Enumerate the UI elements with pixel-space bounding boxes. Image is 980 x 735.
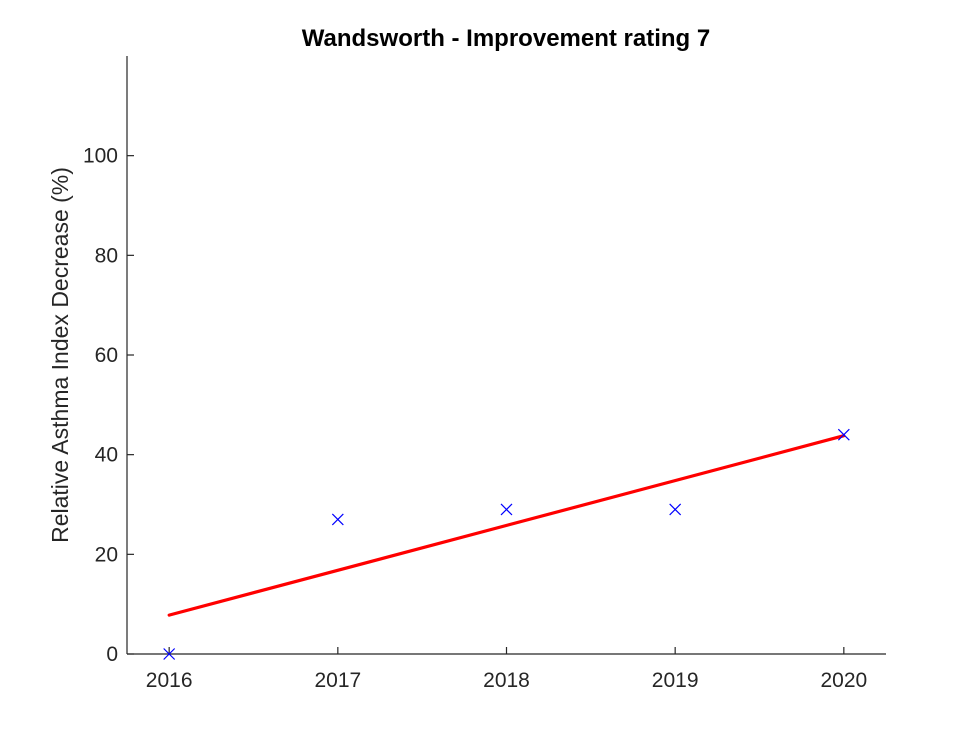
data-point xyxy=(163,648,176,660)
data-point xyxy=(669,503,682,516)
x-axis-ticks: 2016 2017 2018 2019 2020 xyxy=(146,647,867,692)
y-tick-label: 60 xyxy=(95,344,118,367)
fit-line xyxy=(167,434,846,617)
y-tick-label: 80 xyxy=(95,244,118,267)
fit-line-group xyxy=(167,434,846,617)
x-tick-label: 2020 xyxy=(820,669,867,692)
y-tick-label: 40 xyxy=(95,444,118,467)
x-tick-label: 2016 xyxy=(146,669,193,692)
y-tick-label: 0 xyxy=(106,643,118,666)
y-axis-label: Relative Asthma Index Decrease (%) xyxy=(47,167,73,543)
data-point xyxy=(331,513,344,526)
y-tick-label: 100 xyxy=(83,145,118,168)
data-points xyxy=(163,428,850,660)
x-tick-label: 2019 xyxy=(652,669,699,692)
data-point xyxy=(500,503,513,516)
x-tick-label: 2018 xyxy=(483,669,530,692)
data-point xyxy=(837,428,850,441)
x-tick-label: 2017 xyxy=(314,669,361,692)
chart-title: Wandsworth - Improvement rating 7 xyxy=(302,25,710,52)
y-tick-label: 20 xyxy=(95,543,118,566)
y-axis-ticks: 0 20 40 60 80 100 xyxy=(83,145,134,666)
plot-area: 0 20 40 60 80 100 2016 2017 2018 2019 2020 xyxy=(83,56,886,692)
